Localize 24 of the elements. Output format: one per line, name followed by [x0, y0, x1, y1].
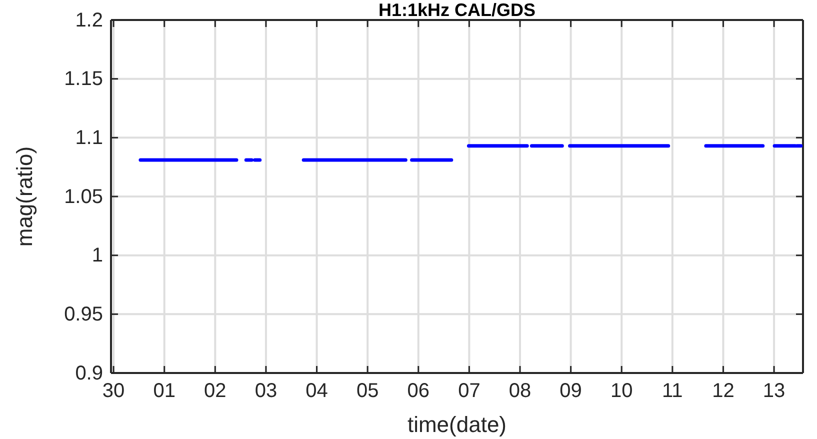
x-axis-title: time(date) — [407, 412, 507, 437]
x-tick-label: 01 — [153, 380, 176, 402]
y-tick-label: 0.95 — [64, 304, 103, 326]
y-tick-label: 1.1 — [75, 127, 103, 150]
x-tick-label: 05 — [356, 380, 379, 402]
x-tick-label: 08 — [508, 380, 532, 402]
y-tick-label: 1.2 — [75, 9, 103, 32]
x-tick-label: 02 — [204, 380, 226, 402]
x-tick-label: 11 — [662, 380, 683, 402]
y-tick-label: 0.9 — [75, 362, 103, 384]
x-tick-label: 04 — [306, 380, 328, 402]
x-tick-label: 09 — [560, 380, 582, 402]
y-tick-label: 1.05 — [64, 186, 103, 208]
x-tick-label: 13 — [762, 380, 786, 402]
x-tick-label: 30 — [102, 380, 125, 402]
x-tick-label: 07 — [458, 380, 480, 402]
x-tick-label: 06 — [407, 380, 430, 402]
x-tick-label: 10 — [610, 380, 633, 402]
y-axis-title: mag(ratio) — [12, 146, 37, 247]
chart-title: H1:1kHz CAL/GDS — [378, 0, 536, 20]
x-tick-label: 03 — [254, 380, 278, 402]
y-tick-label: 1 — [92, 244, 103, 267]
x-tick-label: 12 — [712, 380, 734, 402]
y-tick-label: 1.15 — [64, 68, 103, 90]
